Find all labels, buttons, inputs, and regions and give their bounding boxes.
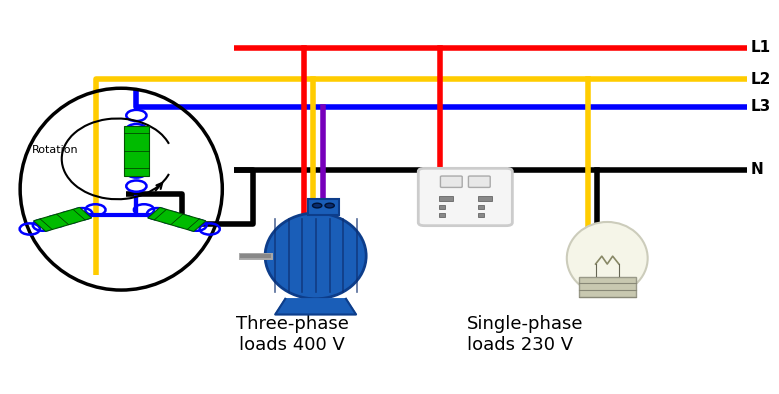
- Ellipse shape: [265, 213, 366, 299]
- Text: L2: L2: [751, 72, 771, 87]
- FancyBboxPatch shape: [478, 205, 484, 209]
- FancyBboxPatch shape: [308, 199, 339, 215]
- FancyBboxPatch shape: [439, 205, 445, 209]
- Circle shape: [312, 203, 322, 208]
- FancyBboxPatch shape: [478, 213, 484, 217]
- Text: Rotation: Rotation: [32, 145, 79, 155]
- Polygon shape: [148, 207, 206, 231]
- Circle shape: [325, 203, 334, 208]
- FancyBboxPatch shape: [478, 196, 492, 201]
- FancyBboxPatch shape: [579, 277, 636, 297]
- FancyBboxPatch shape: [418, 168, 513, 226]
- FancyBboxPatch shape: [440, 176, 462, 188]
- Polygon shape: [275, 299, 356, 314]
- Polygon shape: [125, 126, 149, 175]
- FancyBboxPatch shape: [468, 176, 490, 188]
- Ellipse shape: [567, 222, 647, 295]
- Text: L1: L1: [751, 40, 771, 55]
- Text: Three-phase
loads 400 V: Three-phase loads 400 V: [236, 315, 349, 354]
- Polygon shape: [33, 207, 92, 231]
- FancyBboxPatch shape: [439, 213, 445, 217]
- Text: Single-phase
loads 230 V: Single-phase loads 230 V: [467, 315, 583, 354]
- Text: N: N: [751, 162, 764, 177]
- Text: L3: L3: [751, 99, 771, 114]
- FancyBboxPatch shape: [439, 196, 453, 201]
